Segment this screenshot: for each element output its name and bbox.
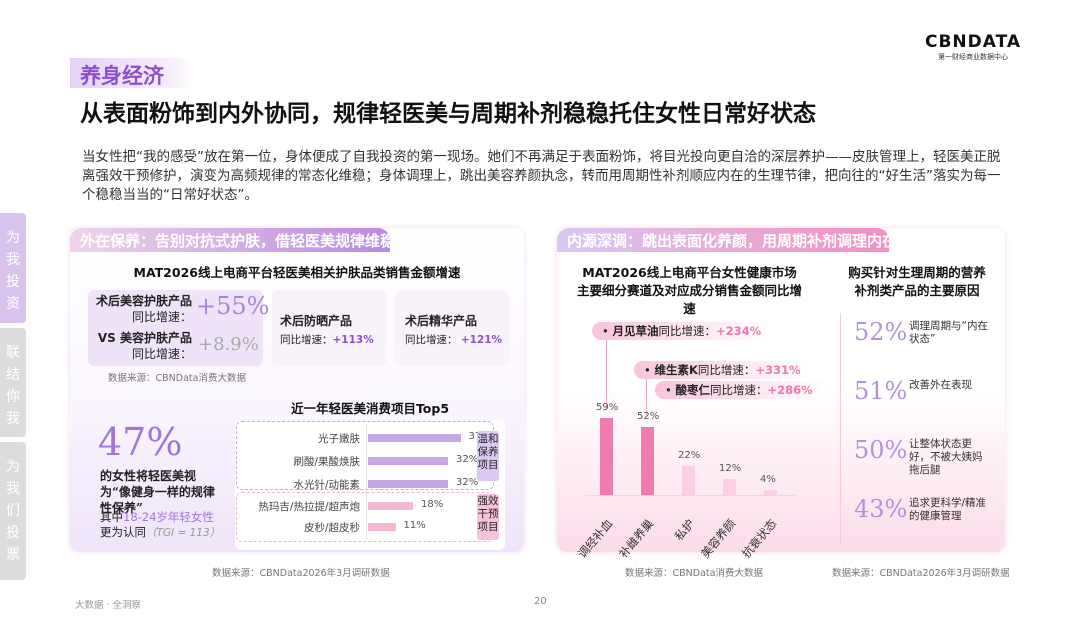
note-tgi: （TGI = 113） bbox=[146, 527, 221, 539]
bar-value: 4% bbox=[760, 473, 776, 485]
footer-tagline: 大数据 · 全洞察 bbox=[75, 600, 142, 611]
stat-47-desc: 的女性将轻医美视为“像健身一样的规律性保养” bbox=[100, 469, 215, 515]
sidebar-tab-label: 为我们投票 bbox=[6, 459, 20, 563]
bar-label: 皮秒/超皮秒 bbox=[303, 522, 360, 534]
callout-jujube-seed[interactable]: • 酸枣仁同比增速：+286% bbox=[655, 381, 830, 399]
right-chart-title: MAT2026线上电商平台女性健康市场主要细分赛道及对应成分销售金额同比增速 bbox=[577, 265, 803, 316]
bar bbox=[682, 466, 695, 495]
bar-value: 12% bbox=[719, 463, 742, 475]
stat-47-note: 其中18-24岁年轻女性 更为认同（TGI = 113） bbox=[100, 510, 230, 541]
page-number: 20 bbox=[534, 596, 547, 607]
x-axis bbox=[585, 495, 795, 496]
logo-text: CBNDATA bbox=[925, 32, 1022, 52]
callout-evening-primrose[interactable]: • 月见草油同比增速：+234% bbox=[592, 322, 772, 340]
reason-value: 51% bbox=[854, 377, 908, 405]
reasons-title: 购买针对生理周期的营养补剂类产品的主要原因 bbox=[848, 265, 986, 298]
callout-connector bbox=[646, 379, 647, 415]
card-name: 术后防晒产品 bbox=[280, 314, 353, 328]
card-value: +8.9% bbox=[198, 334, 259, 355]
axis-line bbox=[366, 424, 367, 540]
bar-label: 光子嫩肤 bbox=[318, 433, 360, 445]
bar bbox=[368, 480, 448, 488]
bar bbox=[368, 523, 396, 531]
sidebar-tab-vote[interactable]: 为我们投票 bbox=[0, 442, 26, 580]
note-highlight: 18-24岁年轻女性 bbox=[123, 510, 214, 524]
bar-value: 52% bbox=[637, 411, 660, 423]
note-suffix: 更为认同 bbox=[100, 525, 146, 539]
sidebar-tab-label: 联结你我 bbox=[6, 345, 20, 427]
card-label: 同比增速： bbox=[131, 347, 192, 361]
callout-value: +331% bbox=[755, 363, 801, 377]
card-name: 术后美容护肤产品 bbox=[95, 294, 192, 308]
callout-label: 同比增速： bbox=[697, 363, 756, 377]
bar bbox=[723, 479, 736, 495]
bar bbox=[368, 434, 461, 442]
logo-subtitle: 第一财经商业数据中心 bbox=[938, 53, 1009, 61]
reason-value: 43% bbox=[854, 495, 908, 523]
page-title: 从表面粉饰到内外协同，规律轻医美与周期补剂稳稳托住女性日常好状态 bbox=[80, 101, 816, 127]
card-value: +121% bbox=[460, 334, 503, 346]
bar-value: 32% bbox=[456, 454, 479, 465]
sidebar-tab-connect[interactable]: 联结你我 bbox=[0, 328, 26, 437]
card-value: +55% bbox=[196, 292, 270, 320]
sidebar-tab-invest[interactable]: 为我投资 bbox=[0, 213, 26, 323]
left-panel-header: 外在保养：告别对抗式护肤，借轻医美规律维稳 bbox=[70, 228, 395, 252]
callout-label: 同比增速： bbox=[658, 324, 716, 338]
right-source-1: 数据来源：CBNData消费大数据 bbox=[625, 568, 763, 579]
group-label-gentle: 温和保养项目 bbox=[477, 431, 499, 481]
bar-value: 18% bbox=[421, 499, 444, 510]
right-source-2: 数据来源：CBNData2026年3月调研数据 bbox=[832, 568, 1010, 579]
stat-card-post-op-skincare: 术后美容护肤产品 同比增速： +55% VS 美容护肤产品 同比增速： +8.9… bbox=[88, 290, 269, 366]
callout-value: +286% bbox=[767, 383, 813, 397]
bar-label: 热玛吉/热拉提/超声炮 bbox=[258, 501, 360, 513]
callout-name: 月见草油 bbox=[612, 324, 659, 338]
bar-label: 水光针/动能素 bbox=[293, 479, 360, 491]
left-panel: 外在保养：告别对抗式护肤，借轻医美规律维稳 MAT2026线上电商平台轻医美相关… bbox=[70, 228, 524, 552]
stat-card-post-op-sunscreen: 术后防晒产品 同比增速：+113% bbox=[272, 290, 387, 366]
reason-value: 50% bbox=[854, 436, 908, 464]
callout-value: +234% bbox=[715, 324, 762, 338]
top5-title: 近一年轻医美消费项目Top5 bbox=[290, 401, 450, 416]
card-label: 同比增速： bbox=[280, 334, 333, 346]
intro-paragraph: 当女性把“我的感受”放在第一位，身体便成了自我投资的第一现场。她们不再满足于表面… bbox=[82, 149, 1001, 203]
section-tag: 养身经济 bbox=[70, 58, 195, 88]
bar-value: 22% bbox=[678, 450, 701, 462]
left-source-2: 数据来源：CBNData2026年3月调研数据 bbox=[212, 568, 390, 579]
note-prefix: 其中 bbox=[100, 510, 123, 524]
right-panel: 内源深调：跳出表面化养颜，用周期补剂调理内在 MAT2026线上电商平台女性健康… bbox=[557, 228, 1005, 561]
callout-name: 酸枣仁 bbox=[675, 383, 710, 397]
bar-value: 11% bbox=[403, 520, 426, 531]
bar bbox=[368, 457, 448, 465]
callout-vitamin-k[interactable]: • 维生素K同比增速：+331% bbox=[634, 361, 809, 379]
left-source-1: 数据来源：CBNData消费大数据 bbox=[108, 373, 246, 384]
card-name: VS 美容护肤产品 bbox=[97, 331, 192, 345]
card-label: 同比增速： bbox=[405, 334, 458, 346]
bar-value: 32% bbox=[456, 477, 479, 488]
bar bbox=[764, 489, 777, 495]
group-label-intensive: 强效干预项目 bbox=[477, 494, 499, 540]
reason-value: 52% bbox=[854, 318, 908, 346]
divider bbox=[840, 313, 841, 543]
callout-connector bbox=[606, 340, 607, 408]
bar-label: 刷酸/果酸焕肤 bbox=[293, 456, 360, 468]
right-panel-header: 内源深调：跳出表面化养颜，用周期补剂调理内在 bbox=[557, 228, 897, 252]
reason-text: 让整体状态更好，不被大姨妈拖后腿 bbox=[909, 438, 983, 476]
bar bbox=[600, 418, 613, 495]
reason-text: 追求更科学/精准的健康管理 bbox=[909, 497, 987, 522]
sidebar-tab-label: 为我投资 bbox=[6, 230, 20, 312]
card-label: 同比增速： bbox=[131, 310, 192, 324]
reason-text: 调理周期与“内在状态” bbox=[909, 320, 988, 345]
bar bbox=[368, 502, 413, 510]
stat-card-post-op-serum: 术后精华产品 同比增速： +121% bbox=[395, 290, 509, 366]
callout-name: 维生素K bbox=[654, 363, 698, 377]
stat-47-value: 47% bbox=[98, 420, 183, 464]
card-value: +113% bbox=[332, 334, 374, 346]
card-name: 术后精华产品 bbox=[405, 314, 478, 328]
left-chart-title: MAT2026线上电商平台轻医美相关护肤品类销售金额增速 bbox=[133, 265, 461, 280]
callout-label: 同比增速： bbox=[709, 383, 768, 397]
reason-text: 改善外在表现 bbox=[909, 379, 972, 391]
bar bbox=[641, 427, 654, 495]
logo: CBNDATA 第一财经商业数据中心 bbox=[925, 32, 1021, 62]
bar-value: 59% bbox=[596, 402, 619, 414]
